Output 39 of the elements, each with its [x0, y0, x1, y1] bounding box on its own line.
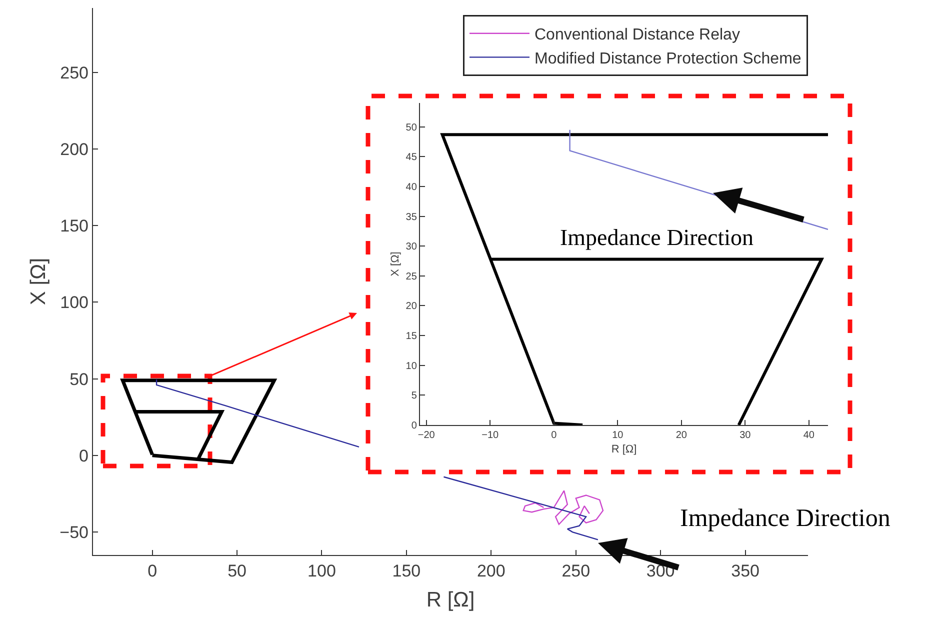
x-tick-label: 200	[476, 562, 506, 580]
x-tick-label: 250	[562, 562, 590, 580]
y-tick-label: 35	[406, 212, 418, 223]
x-axis-title: R [Ω]	[426, 588, 475, 612]
annotation: Impedance Direction	[560, 225, 754, 250]
y-tick-label: 250	[60, 63, 88, 82]
legend-label: Modified Distance Protection Scheme	[534, 50, 802, 68]
legend-label: Conventional Distance Relay	[534, 26, 740, 44]
y-tick-label: 200	[60, 140, 88, 159]
x-tick-label: −20	[418, 430, 436, 442]
y-tick-label: 20	[406, 301, 418, 312]
y-tick-label: −50	[60, 522, 88, 542]
y-tick-label: 15	[406, 331, 418, 342]
y-tick-label: 25	[406, 271, 418, 282]
y-tick-label: 40	[406, 182, 418, 193]
annotation: Impedance Direction	[680, 505, 891, 532]
x-tick-label: −10	[482, 430, 500, 442]
x-tick-label: 350	[731, 562, 760, 580]
x-tick-label: 10	[612, 430, 624, 442]
x-tick-label: 100	[308, 562, 336, 580]
x-tick-label: 30	[740, 430, 752, 442]
x-tick-label: 0	[551, 430, 558, 442]
x-axis-title: R [Ω]	[611, 443, 637, 456]
y-tick-label: 50	[406, 122, 418, 134]
y-tick-label: 5	[411, 390, 418, 402]
y-tick-label: 0	[79, 446, 88, 466]
y-tick-label: 50	[70, 370, 88, 389]
y-tick-label: 150	[60, 216, 88, 236]
y-tick-label: 45	[406, 152, 418, 164]
y-axis-title: X [Ω]	[26, 258, 50, 306]
x-tick-label: 0	[148, 562, 158, 580]
x-tick-label: 40	[803, 430, 815, 442]
y-tick-label: 30	[406, 242, 418, 253]
x-tick-label: 20	[676, 430, 688, 442]
y-tick-label: 10	[406, 360, 418, 372]
y-axis-title: X [Ω]	[389, 252, 402, 276]
x-tick-label: 50	[228, 562, 246, 580]
y-tick-label: 0	[411, 420, 418, 432]
y-tick-label: 100	[60, 293, 88, 312]
